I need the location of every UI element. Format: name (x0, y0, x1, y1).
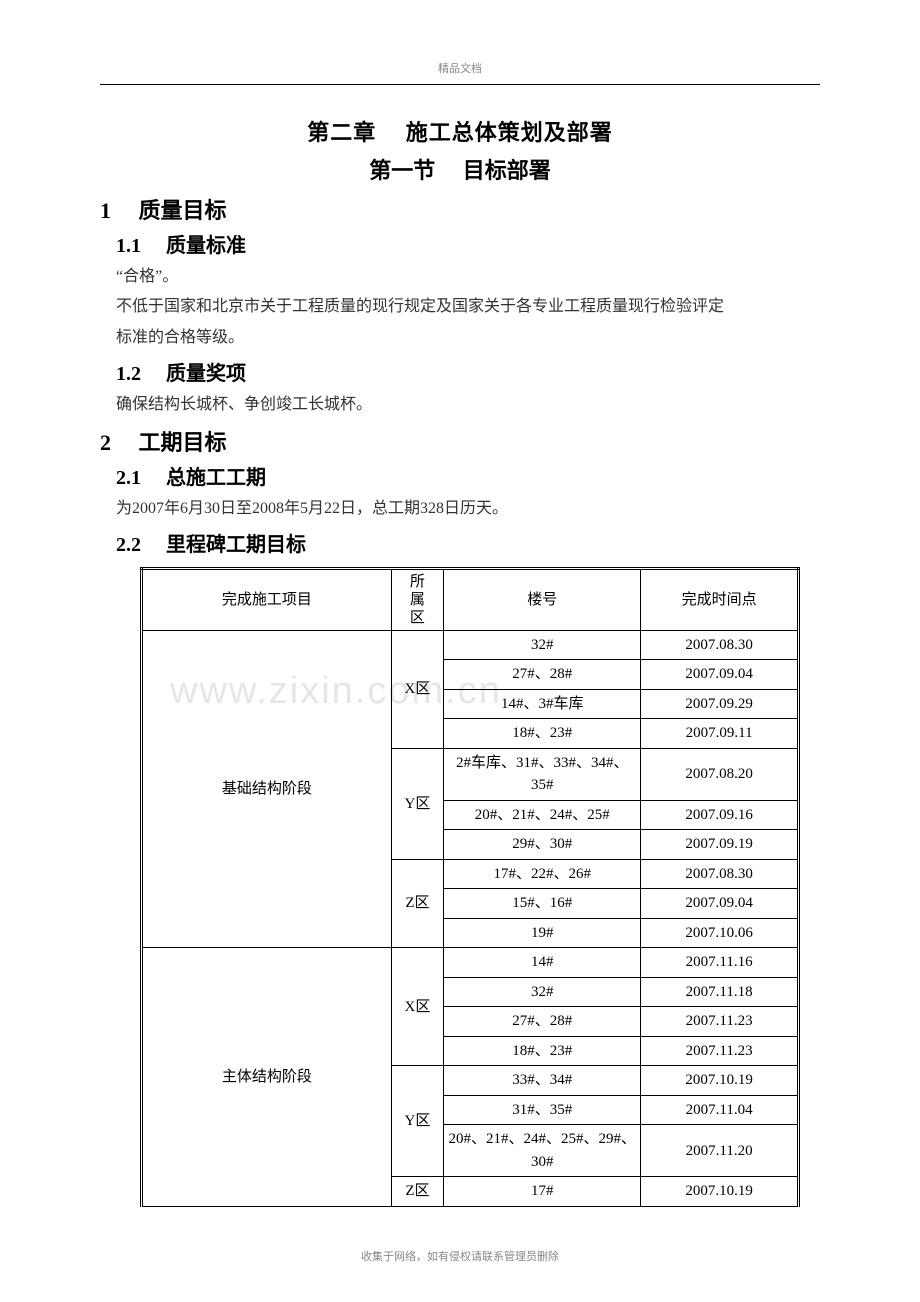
table-cell: 33#、34# (444, 1066, 641, 1096)
table-cell: 2007.09.11 (641, 719, 799, 749)
table-cell: 32# (444, 630, 641, 660)
table-cell: 2#车库、31#、33#、34#、35# (444, 748, 641, 800)
th-building: 楼号 (444, 568, 641, 630)
table-cell: 2007.10.06 (641, 918, 799, 948)
table-cell: 2007.09.04 (641, 660, 799, 690)
table-cell: 2007.11.23 (641, 1007, 799, 1037)
phase2-zoneX: X区 (391, 948, 444, 1066)
header-rule (100, 84, 820, 85)
table-cell: 2007.11.04 (641, 1095, 799, 1125)
table-cell: 19# (444, 918, 641, 948)
table-cell: 15#、16# (444, 889, 641, 919)
body-1-1-l1: “合格”。 (100, 262, 820, 292)
th-date: 完成时间点 (641, 568, 799, 630)
table-cell: 2007.09.04 (641, 889, 799, 919)
heading-1-2: 1.2 质量奖项 (100, 357, 820, 386)
table-cell: 2007.10.19 (641, 1066, 799, 1096)
table-cell: 27#、28# (444, 660, 641, 690)
header-small-label: 精品文档 (100, 60, 820, 76)
milestone-table: 完成施工项目 所 属 区 楼号 完成时间点 基础结构阶段 X区 32# 2007… (140, 567, 800, 1207)
table-cell: 2007.11.16 (641, 948, 799, 978)
body-1-2-l1: 确保结构长城杯、争创竣工长城杯。 (100, 390, 820, 420)
table-cell: 27#、28# (444, 1007, 641, 1037)
table-cell: 2007.09.16 (641, 800, 799, 830)
chapter-title: 第二章 施工总体策划及部署 (100, 115, 820, 147)
footer-text: 收集于网络，如有侵权请联系管理员删除 (0, 1248, 920, 1264)
phase1-zoneZ: Z区 (391, 859, 444, 948)
table-cell: 2007.11.20 (641, 1125, 799, 1177)
phase1-name: 基础结构阶段 (142, 630, 392, 948)
table-cell: 18#、23# (444, 719, 641, 749)
phase2-zoneY: Y区 (391, 1066, 444, 1177)
table-cell: 20#、21#、24#、25#、29#、30# (444, 1125, 641, 1177)
table-cell: 2007.09.19 (641, 830, 799, 860)
phase1-zoneY: Y区 (391, 748, 444, 859)
table-cell: 18#、23# (444, 1036, 641, 1066)
table-cell: 2007.08.30 (641, 630, 799, 660)
phase2-zoneZ: Z区 (391, 1177, 444, 1207)
table-cell: 14#、3#车库 (444, 689, 641, 719)
table-cell: 2007.11.18 (641, 977, 799, 1007)
heading-2-duration: 2 工期目标 (100, 425, 820, 457)
table-cell: 20#、21#、24#、25# (444, 800, 641, 830)
heading-1-quality: 1 质量目标 (100, 193, 820, 225)
table-cell: 2007.09.29 (641, 689, 799, 719)
table-cell: 2007.11.23 (641, 1036, 799, 1066)
body-2-1-l1: 为2007年6月30日至2008年5月22日，总工期328日历天。 (100, 494, 820, 524)
phase2-name: 主体结构阶段 (142, 948, 392, 1207)
table-cell: 2007.08.20 (641, 748, 799, 800)
body-1-1-l2: 不低于国家和北京市关于工程质量的现行规定及国家关于各专业工程质量现行检验评定 (100, 292, 820, 322)
table-cell: 14# (444, 948, 641, 978)
th-zone: 所 属 区 (391, 568, 444, 630)
table-cell: 2007.08.30 (641, 859, 799, 889)
table-cell: 17#、22#、26# (444, 859, 641, 889)
table-cell: 2007.10.19 (641, 1177, 799, 1207)
heading-1-1: 1.1 质量标准 (100, 229, 820, 258)
body-1-1-l3: 标准的合格等级。 (100, 323, 820, 353)
table-cell: 17# (444, 1177, 641, 1207)
phase1-zoneX: X区 (391, 630, 444, 748)
section-title: 第一节 目标部署 (100, 153, 820, 185)
table-cell: 31#、35# (444, 1095, 641, 1125)
th-project: 完成施工项目 (142, 568, 392, 630)
heading-2-1: 2.1 总施工工期 (100, 461, 820, 490)
table-cell: 29#、30# (444, 830, 641, 860)
table-cell: 32# (444, 977, 641, 1007)
heading-2-2: 2.2 里程碑工期目标 (100, 528, 820, 557)
